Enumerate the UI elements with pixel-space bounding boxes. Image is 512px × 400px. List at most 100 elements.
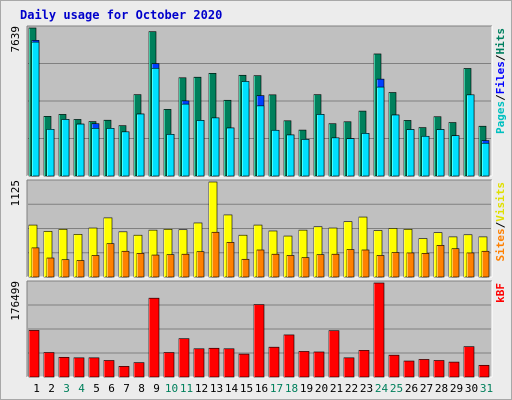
bar-pages-8 — [136, 113, 145, 177]
bar-pages-20 — [316, 114, 325, 177]
x-tick-label-26: 26 — [405, 382, 418, 395]
bar-sites-23 — [361, 249, 370, 278]
x-tick-label-24: 24 — [375, 382, 389, 395]
bar-kbytes-17 — [268, 346, 280, 378]
bar-pages-30 — [466, 94, 475, 177]
bar-sites-16 — [256, 249, 265, 278]
x-tick-label-7: 7 — [123, 382, 130, 395]
bar-sites-6 — [106, 243, 115, 278]
bar-pages-26 — [406, 129, 415, 177]
legend-kbytes-part-1: F — [494, 283, 507, 290]
bar-sites-24 — [376, 255, 385, 278]
bar-sites-5 — [91, 255, 100, 278]
bar-pages-7 — [121, 131, 130, 177]
bar-pages-6 — [106, 128, 115, 177]
bar-kbytes-20 — [313, 351, 325, 378]
x-tick-label-22: 22 — [345, 382, 358, 395]
x-tick-label-13: 13 — [210, 382, 223, 395]
bar-pages-31 — [481, 142, 490, 177]
x-tick-label-14: 14 — [225, 382, 239, 395]
bar-pages-14 — [226, 127, 235, 177]
bar-kbytes-24 — [373, 282, 385, 378]
bar-pages-3 — [61, 119, 70, 177]
bar-kbytes-22 — [343, 357, 355, 378]
bar-pages-23 — [361, 133, 370, 177]
x-tick-label-20: 20 — [315, 382, 328, 395]
legend-kbytes: kBF — [494, 283, 507, 303]
bar-pages-27 — [421, 135, 430, 177]
bar-pages-19 — [301, 139, 310, 177]
x-tick-label-6: 6 — [108, 382, 115, 395]
x-tick-label-19: 19 — [300, 382, 313, 395]
bar-kbytes-12 — [193, 348, 205, 378]
bar-pages-24 — [376, 86, 385, 177]
bar-sites-1 — [31, 247, 40, 278]
bar-sites-12 — [196, 251, 205, 278]
bar-kbytes-1 — [28, 330, 40, 378]
x-tick-label-2: 2 — [48, 382, 55, 395]
bar-sites-27 — [421, 253, 430, 278]
bar-kbytes-21 — [328, 330, 340, 378]
bar-kbytes-23 — [358, 350, 370, 378]
legend-hits-part-0: Pages — [494, 101, 507, 134]
x-tick-label-1: 1 — [33, 382, 40, 395]
bar-sites-28 — [436, 245, 445, 278]
bar-kbytes-6 — [103, 360, 115, 378]
bar-pages-22 — [346, 138, 355, 177]
bar-pages-21 — [331, 137, 340, 177]
legend-visits: Sites/Visits — [494, 182, 507, 262]
bar-sites-11 — [181, 253, 190, 278]
x-tick-label-29: 29 — [450, 382, 463, 395]
bar-sites-26 — [406, 252, 415, 278]
bar-sites-17 — [271, 253, 280, 278]
bar-kbytes-28 — [433, 360, 445, 378]
bar-kbytes-2 — [43, 352, 55, 378]
bar-pages-13 — [211, 117, 220, 177]
x-tick-label-16: 16 — [255, 382, 268, 395]
bar-kbytes-16 — [253, 304, 265, 378]
bar-sites-13 — [211, 231, 220, 278]
bar-sites-22 — [346, 249, 355, 278]
bar-pages-15 — [241, 81, 250, 177]
bar-kbytes-15 — [238, 353, 250, 378]
x-tick-label-27: 27 — [420, 382, 433, 395]
x-tick-label-17: 17 — [270, 382, 283, 395]
bar-kbytes-11 — [178, 338, 190, 378]
legend-hits-part-3: / — [494, 54, 507, 61]
bar-pages-9 — [151, 67, 160, 177]
legend-hits: Pages/Files/Hits — [494, 28, 507, 134]
bar-sites-21 — [331, 253, 340, 278]
bar-sites-19 — [301, 257, 310, 278]
bar-pages-2 — [46, 129, 55, 177]
bar-kbytes-27 — [418, 359, 430, 378]
bar-sites-15 — [241, 258, 250, 278]
bar-pages-17 — [271, 129, 280, 177]
legend-kbytes-part-0: kB — [494, 289, 507, 303]
bar-kbytes-19 — [298, 351, 310, 378]
bar-sites-2 — [46, 257, 55, 278]
x-tick-label-23: 23 — [360, 382, 373, 395]
bar-kbytes-30 — [463, 346, 475, 378]
bar-kbytes-9 — [148, 297, 160, 378]
x-tick-label-12: 12 — [195, 382, 208, 395]
x-tick-label-11: 11 — [180, 382, 193, 395]
bar-kbytes-8 — [133, 362, 145, 378]
bar-sites-10 — [166, 254, 175, 278]
bar-kbytes-31 — [478, 364, 490, 378]
bar-sites-4 — [76, 260, 85, 278]
bar-pages-28 — [436, 129, 445, 177]
legend-visits-part-2: Visits — [494, 182, 507, 222]
bar-pages-29 — [451, 135, 460, 177]
bar-sites-18 — [286, 255, 295, 278]
x-tick-label-10: 10 — [165, 382, 178, 395]
x-tick-label-31: 31 — [480, 382, 493, 395]
bar-kbytes-26 — [403, 360, 415, 378]
bar-pages-11 — [181, 103, 190, 177]
legend-visits-part-0: Sites — [494, 228, 507, 261]
bar-kbytes-29 — [448, 361, 460, 378]
legend-visits-part-1: / — [494, 221, 507, 228]
bar-pages-4 — [76, 123, 85, 177]
legend-hits-part-1: / — [494, 94, 507, 101]
bar-sites-3 — [61, 259, 70, 278]
